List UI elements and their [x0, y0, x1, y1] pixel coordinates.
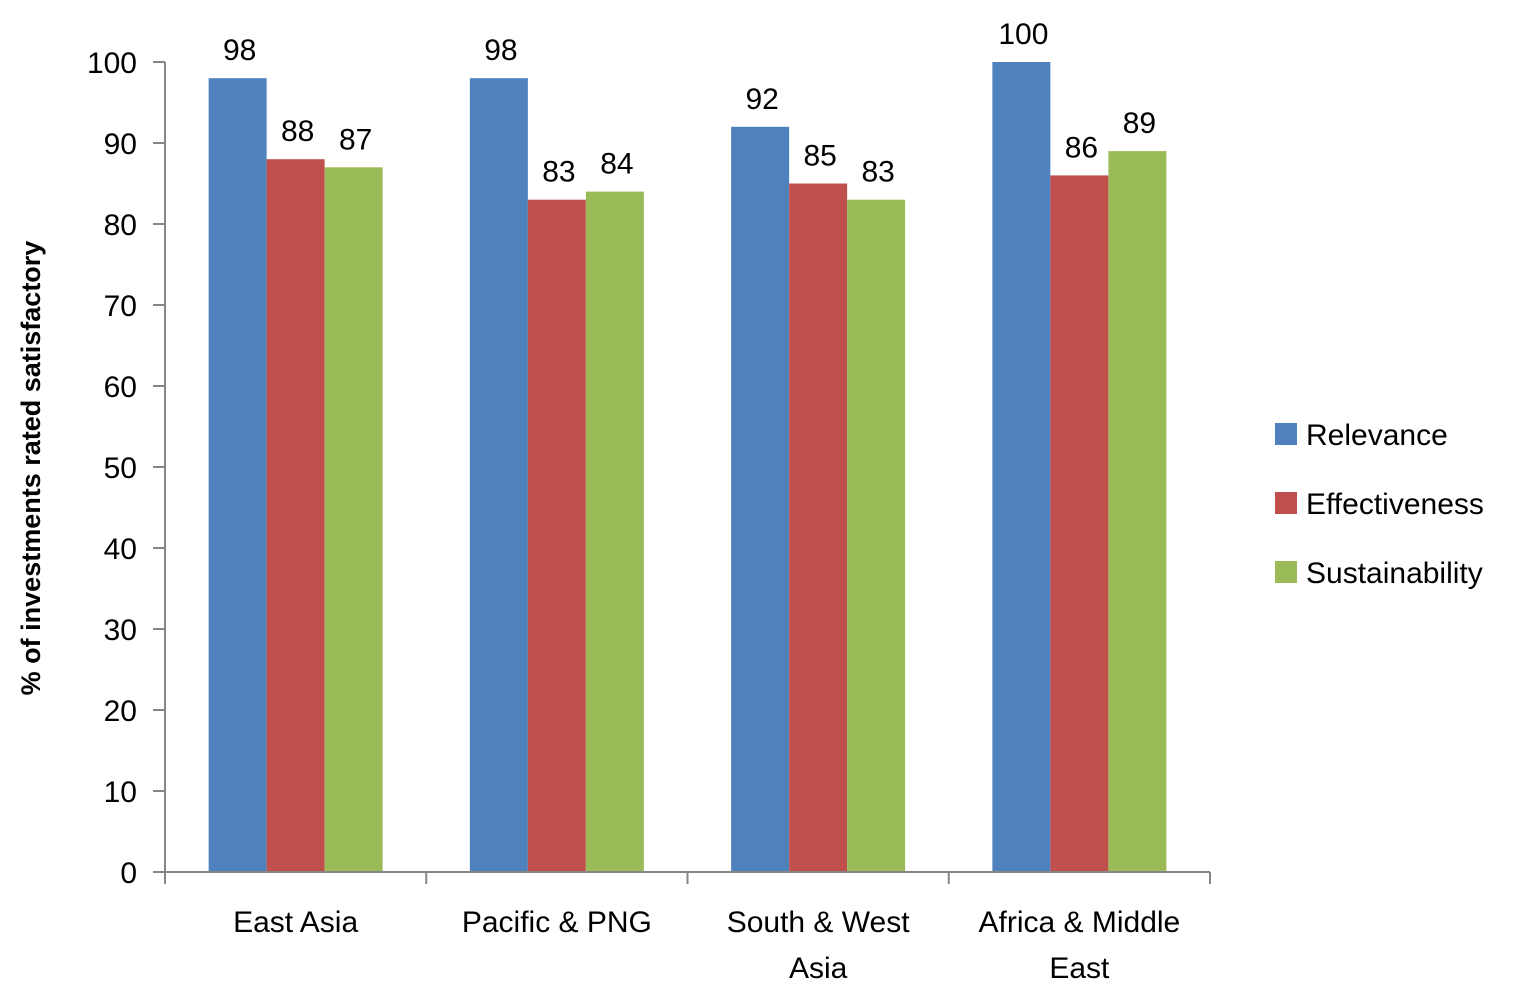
legend-swatch-relevance — [1275, 423, 1297, 445]
data-label: 83 — [861, 156, 894, 189]
bar-sustainability — [1108, 151, 1167, 873]
legend-label-relevance: Relevance — [1306, 419, 1448, 452]
bar-sustainability — [324, 167, 383, 873]
legend-label-sustainability: Sustainability — [1306, 557, 1483, 590]
data-label: 98 — [484, 34, 517, 67]
y-tick-label: 70 — [104, 290, 137, 323]
bar-relevance — [992, 62, 1051, 872]
bar-relevance — [731, 126, 790, 873]
data-label: 92 — [745, 83, 778, 116]
bar-sustainability — [585, 191, 644, 873]
x-category-label: East Asia — [233, 906, 358, 939]
data-label: 83 — [542, 156, 575, 189]
y-tick-label: 0 — [120, 857, 137, 890]
bar-effectiveness — [527, 199, 586, 872]
data-label: 85 — [803, 140, 836, 173]
y-axis-title: % of investments rated satisfactory — [16, 241, 46, 696]
y-tick-label: 90 — [104, 128, 137, 161]
bar-relevance — [469, 78, 528, 872]
data-label: 89 — [1123, 107, 1156, 140]
bar-sustainability — [847, 199, 906, 872]
y-tick-label: 100 — [87, 47, 137, 80]
data-label: 86 — [1065, 131, 1098, 164]
y-tick-label: 30 — [104, 614, 137, 647]
data-label: 98 — [223, 34, 256, 67]
data-label: 100 — [998, 18, 1048, 51]
x-category-label: Asia — [789, 952, 848, 983]
legend-swatch-sustainability — [1275, 561, 1297, 583]
x-category-label: Africa & Middle — [979, 906, 1181, 939]
x-category-label: Pacific & PNG — [462, 906, 652, 939]
legend: Relevance Effectiveness Sustainability — [1275, 419, 1484, 590]
legend-label-effectiveness: Effectiveness — [1306, 488, 1484, 521]
bar-effectiveness — [1050, 175, 1109, 872]
y-tick-label: 60 — [104, 371, 137, 404]
data-label: 88 — [281, 115, 314, 148]
y-tick-label: 50 — [104, 452, 137, 485]
bar-effectiveness — [789, 183, 848, 872]
data-label: 87 — [339, 123, 372, 156]
legend-swatch-effectiveness — [1275, 492, 1297, 514]
x-category-label: East — [1049, 952, 1110, 983]
data-label: 84 — [600, 148, 633, 181]
y-tick-label: 40 — [104, 533, 137, 566]
plot-area: 0 10 20 30 40 50 60 70 80 90 100 98 88 87 98 83 84 92 85 83… — [87, 18, 1211, 983]
x-category-label: South & West — [727, 906, 911, 939]
y-tick-label: 80 — [104, 209, 137, 242]
bar-relevance — [208, 78, 267, 872]
y-tick-label: 20 — [104, 695, 137, 728]
y-tick-label: 10 — [104, 776, 137, 809]
bar-effectiveness — [266, 159, 325, 872]
